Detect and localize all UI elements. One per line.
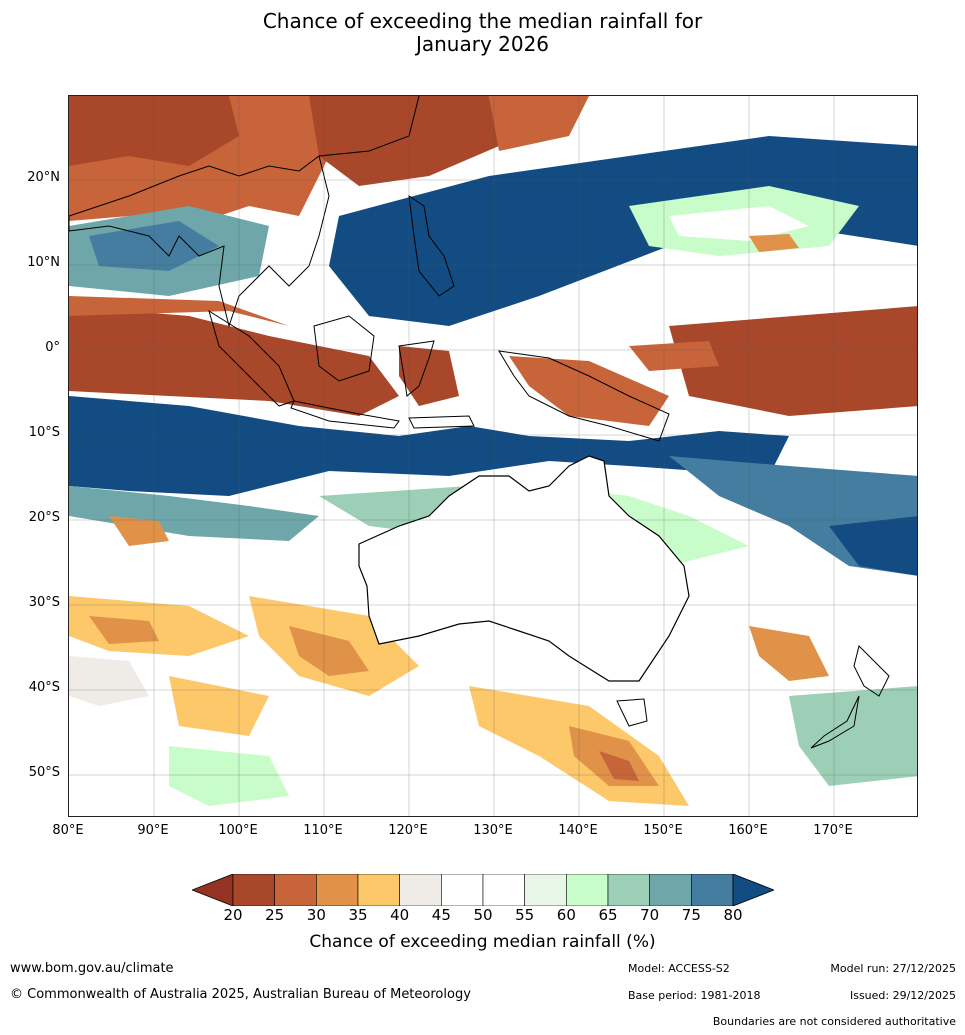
lon-tick-150e: 150°E [643,823,683,838]
footer-url: www.bom.gov.au/climate [10,961,174,976]
lon-tick-100e: 100°E [218,823,258,838]
colorbar-segment [232,874,275,906]
lon-tick-120e: 120°E [388,823,428,838]
footer-model-run: Model run: 27/12/2025 [830,962,956,975]
lat-tick-30s: 30°S [28,595,60,610]
map-canvas [69,96,917,816]
colorbar-tick-label: 40 [390,906,410,924]
colorbar-tick-label: 45 [431,906,451,924]
lat-tick-0: 0° [45,340,60,355]
colorbar-low-extend [192,874,234,906]
colorbar-label: Chance of exceeding median rainfall (%) [309,932,656,952]
colorbar-segment [399,874,442,906]
colorbar-tick-label: 55 [515,906,535,924]
lat-tick-40s: 40°S [28,680,60,695]
colorbar-segment [649,874,692,906]
colorbar-segment [566,874,609,906]
colorbar-tick-label: 80 [723,906,743,924]
lon-tick-160e: 160°E [728,823,768,838]
colorbar-segment [316,874,359,906]
footer-copyright: © Commonwealth of Australia 2025, Austra… [10,987,471,1002]
lat-tick-10n: 10°N [27,255,60,270]
lat-tick-20n: 20°N [27,170,60,185]
colorbar-tick-label: 50 [473,906,493,924]
colorbar-segment [691,874,734,906]
lon-tick-110e: 110°E [303,823,343,838]
lon-tick-140e: 140°E [558,823,598,838]
colorbar-tick-label: 35 [348,906,368,924]
lon-tick-80e: 80°E [52,823,84,838]
footer-disclaimer: Boundaries are not considered authoritat… [712,1015,956,1028]
title-line-2: January 2026 [415,32,550,56]
rainfall-probability-map [68,95,918,817]
lat-tick-50s: 50°S [28,765,60,780]
map-title: Chance of exceeding the median rainfall … [0,10,965,56]
footer-issued: Issued: 29/12/2025 [849,989,956,1002]
lat-tick-20s: 20°S [28,510,60,525]
colorbar-tick-label: 30 [306,906,326,924]
colorbar-tick-label: 75 [681,906,701,924]
colorbar [192,874,774,906]
colorbar-tick-label: 65 [598,906,618,924]
lon-tick-130e: 130°E [473,823,513,838]
colorbar-tick-label: 70 [640,906,660,924]
colorbar-segment [607,874,650,906]
colorbar-tick-label: 60 [556,906,576,924]
footer-base-period: Base period: 1981-2018 [628,989,761,1002]
footer-model: Model: ACCESS-S2 [628,962,730,975]
colorbar-segment [274,874,317,906]
colorbar-tick-label: 25 [265,906,285,924]
colorbar-segment [524,874,567,906]
title-line-1: Chance of exceeding the median rainfall … [262,9,703,33]
colorbar-high-extend [732,874,774,906]
colorbar-segment [357,874,400,906]
lon-tick-170e: 170°E [813,823,853,838]
colorbar-segment [441,874,484,906]
lat-tick-10s: 10°S [28,425,60,440]
colorbar-segment [482,874,525,906]
lon-tick-90e: 90°E [137,823,169,838]
colorbar-tick-label: 20 [223,906,243,924]
